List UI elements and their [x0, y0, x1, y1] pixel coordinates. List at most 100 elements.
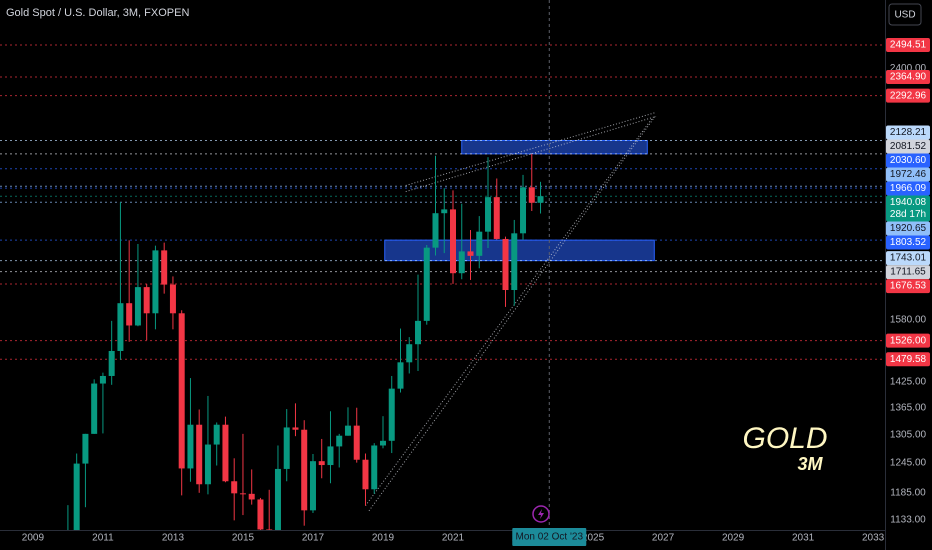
candle-body [528, 187, 535, 203]
x-tick-label: 2031 [792, 533, 815, 544]
level-label: 1743.01 [890, 253, 927, 264]
level-label: 1972.46 [890, 169, 927, 180]
candle-body [485, 197, 492, 232]
level-label-bg [886, 195, 930, 222]
level-label-bg [886, 221, 930, 236]
candle-body [169, 284, 176, 314]
candle-body [301, 429, 308, 511]
crosshair-label-bg [512, 528, 587, 546]
candle-body [143, 287, 150, 314]
overlay: Gold Spot / U.S. Dollar, 3M, FXOPEN USD … [6, 3, 922, 546]
plot-area [0, 0, 885, 530]
candle-body [493, 197, 500, 239]
x-tick-label: 2027 [652, 533, 675, 544]
level-label: 2292.96 [890, 90, 927, 101]
level-label: 2128.21 [890, 127, 927, 138]
countdown-label: 28d 17h [890, 209, 926, 220]
x-tick-label: 2017 [302, 533, 325, 544]
candle-body [327, 446, 334, 466]
zone [461, 140, 648, 155]
candle-body [222, 424, 229, 482]
candle-body [108, 350, 115, 376]
candle-body [371, 445, 378, 490]
candle-body [73, 463, 80, 530]
candle-body [344, 425, 351, 436]
chart-title: Gold Spot / U.S. Dollar, 3M, FXOPEN [6, 7, 189, 19]
candle-body [231, 481, 238, 494]
trendline [365, 117, 653, 506]
x-tick-label: 2021 [442, 533, 465, 544]
candle-body [388, 388, 395, 441]
level-label: 1479.58 [890, 354, 927, 365]
candle-body [196, 424, 203, 485]
trendline [368, 114, 657, 512]
level-label-bg [886, 251, 930, 266]
x-tick-label: 2025 [582, 533, 605, 544]
y-tick-label: 1245.00 [890, 458, 927, 469]
candle-body [274, 468, 281, 530]
candle-body [161, 250, 168, 285]
candle-body [178, 313, 185, 469]
level-label: 2081.52 [890, 141, 927, 152]
x-tick-label: 2013 [162, 533, 185, 544]
candle-body [82, 433, 89, 464]
candle-body [511, 233, 518, 291]
level-label: 2494.51 [890, 40, 927, 51]
candle-body [467, 251, 474, 256]
level-label-bg [886, 167, 930, 182]
level-label-bg [886, 125, 930, 140]
candle-body [520, 187, 527, 234]
events-bolt [538, 509, 544, 519]
y-tick-label: 1365.00 [890, 402, 927, 413]
candle-body [318, 461, 325, 466]
candle-body [126, 303, 133, 326]
level-label-bg [886, 181, 930, 196]
x-tick-label: 2011 [92, 533, 114, 544]
y-tick-label: 1185.00 [890, 487, 926, 498]
level-label: 2364.90 [890, 72, 927, 83]
candle-body [353, 425, 360, 460]
candle-body [423, 247, 430, 321]
y-tick-label: 1580.00 [890, 314, 927, 325]
currency-button[interactable] [888, 3, 922, 26]
y-tick-label: 2400.00 [890, 63, 927, 74]
candle-body [117, 303, 124, 351]
candle-body [134, 287, 141, 326]
level-label: 1526.00 [890, 335, 927, 346]
level-label-bg [886, 279, 930, 294]
candle-body [239, 493, 246, 495]
y-tick-label: 1425.00 [890, 376, 927, 387]
candle-body [397, 362, 404, 389]
watermark-symbol: GOLD [742, 422, 827, 455]
x-tick-label: 2009 [22, 533, 45, 544]
watermark-interval: 3M [797, 454, 823, 474]
candle-body [248, 493, 255, 500]
x-tick-label: 2033 [862, 533, 885, 544]
candle-body [266, 529, 273, 530]
candle-body [152, 250, 159, 314]
level-label: 1966.09 [890, 183, 927, 194]
x-tick-label: 2029 [722, 533, 745, 544]
candle-body [362, 459, 369, 490]
candle-body [406, 344, 413, 363]
candle-body [99, 375, 106, 384]
candle-body [414, 320, 421, 345]
y-tick-label: 1133.00 [890, 514, 926, 525]
level-label-bg [886, 333, 930, 348]
candle-body [257, 499, 264, 530]
candle-body [187, 424, 194, 469]
level-label: 1803.52 [890, 237, 927, 248]
level-label-bg [886, 139, 930, 154]
candle-body [450, 209, 457, 274]
candle-body [476, 231, 483, 256]
candle-body [336, 435, 343, 447]
candle-body [283, 427, 290, 469]
level-label: 2030.60 [890, 155, 927, 166]
candle-body [213, 424, 220, 445]
candle-body [91, 383, 98, 434]
candle-body [537, 196, 544, 203]
candle-body [432, 213, 439, 248]
currency-label[interactable]: USD [894, 10, 915, 21]
level-label-bg [886, 352, 930, 367]
